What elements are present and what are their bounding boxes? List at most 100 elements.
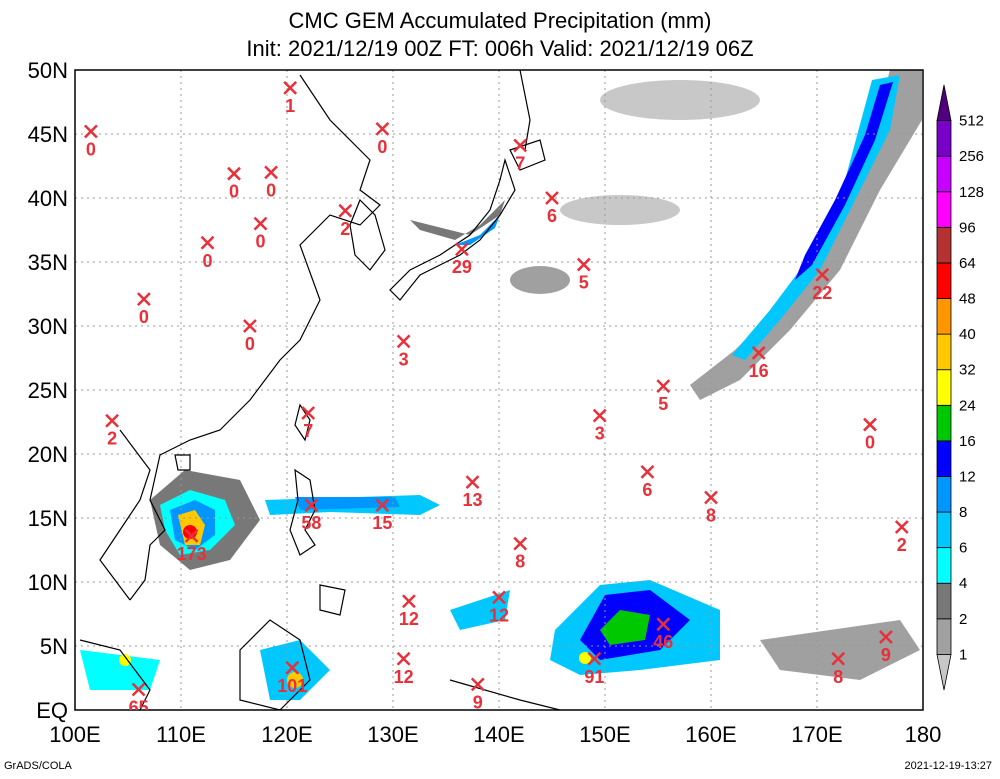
precip-eq-cluster-max — [600, 610, 650, 645]
marker-cross — [455, 242, 469, 257]
marker-cross — [513, 138, 528, 153]
colorbar-label: 2 — [959, 611, 967, 628]
marker-cross — [396, 334, 411, 349]
station-marker: 16 — [749, 345, 769, 381]
lon-tick-label: 110E — [156, 722, 206, 747]
lat-tick-label: 35N — [28, 250, 68, 275]
marker-cross — [470, 677, 485, 692]
marker-value: 2 — [897, 535, 907, 555]
station-marker: 12 — [489, 590, 509, 625]
marker-cross — [751, 345, 766, 360]
marker-cross — [465, 475, 480, 490]
precip-japan — [410, 200, 505, 240]
marker-cross — [304, 498, 319, 513]
marker-value: 9 — [881, 645, 891, 665]
marker-cross — [396, 651, 411, 666]
coast-sumatra — [79, 639, 151, 710]
station-marker: 3 — [592, 408, 607, 444]
marker-value: 0 — [86, 139, 96, 159]
marker-value: 0 — [245, 334, 255, 354]
marker-cross — [492, 590, 506, 605]
lat-tick-label: 50N — [28, 58, 68, 83]
station-marker: 3 — [396, 334, 411, 369]
marker-value: 8 — [515, 552, 525, 572]
marker-value: 91 — [584, 667, 604, 687]
map-title: CMC GEM Accumulated Precipitation (mm) — [288, 8, 712, 33]
station-marker: 22 — [812, 267, 832, 303]
colorbar-label: 8 — [959, 504, 967, 521]
colorbar-swatch — [936, 333, 952, 371]
marker-value: 7 — [303, 421, 313, 441]
station-marker: 2 — [894, 520, 909, 555]
marker-value: 1 — [285, 96, 295, 116]
colorbar-label: 6 — [959, 540, 967, 557]
lon-tick-label: 160E — [685, 722, 736, 747]
lon-tick-label: 180 — [905, 722, 942, 747]
lat-tick-label: EQ — [36, 698, 68, 723]
station-marker: 65 — [129, 682, 149, 718]
marker-cross — [105, 413, 119, 428]
lat-tick-labels: 50N 45N 40N 35N 30N 25N 20N 15N 10N 5N EQ — [28, 58, 68, 723]
station-marker: 173 — [177, 529, 207, 564]
colorbar-swatch — [936, 547, 952, 584]
colorbar-label: 512 — [959, 113, 984, 130]
marker-cross — [513, 536, 528, 551]
colorbar-swatch — [936, 84, 952, 121]
station-marker: 1 — [283, 81, 298, 116]
marker-cross — [656, 617, 671, 632]
marker-value: 0 — [377, 137, 387, 157]
station-marker: 0 — [137, 292, 151, 327]
colorbar-swatch — [936, 298, 952, 335]
colorbar-swatch — [936, 369, 952, 406]
colorbar-swatch — [936, 582, 952, 620]
colorbar-swatch — [936, 155, 952, 193]
coastlines — [79, 70, 561, 710]
lon-tick-label: 170E — [791, 722, 842, 747]
precip-borneo-max — [287, 672, 303, 688]
colorbar-swatch — [936, 226, 952, 264]
marker-cross — [200, 235, 215, 250]
lon-tick-label: 150E — [579, 722, 630, 747]
precip-band-front-core — [732, 75, 900, 360]
station-marker: 91 — [584, 651, 604, 687]
station-marker: 0 — [253, 216, 268, 252]
station-marker: 29 — [452, 242, 472, 277]
station-marker: 0 — [227, 166, 241, 202]
marker-cross — [894, 520, 909, 534]
colorbar-label: 32 — [959, 362, 976, 379]
coast-sakhalin — [519, 70, 531, 151]
marker-value: 101 — [277, 676, 307, 696]
lat-tick-label: 25N — [28, 378, 68, 403]
marker-value: 0 — [202, 251, 212, 271]
marker-cross — [402, 594, 416, 609]
station-marker: 0 — [375, 121, 390, 157]
station-marker: 58 — [301, 498, 321, 533]
colorbar-swatch — [936, 120, 952, 157]
colorbar-swatch — [936, 191, 952, 228]
station-marker: 5 — [576, 257, 591, 293]
marker-cross — [137, 292, 151, 307]
coast-mindanao — [319, 584, 346, 616]
marker-value: 65 — [129, 698, 149, 718]
station-marker: 9 — [879, 630, 893, 665]
coast-hainan — [174, 454, 191, 471]
station-marker: 0 — [243, 319, 257, 354]
marker-value: 0 — [266, 180, 276, 200]
lon-tick-label: 140E — [473, 722, 524, 747]
precip-gray-2 — [600, 80, 760, 120]
marker-value: 6 — [547, 206, 557, 226]
footer-credit: GrADS/COLA — [4, 760, 72, 772]
marker-cross — [576, 257, 591, 272]
precip-sumatra — [80, 650, 160, 690]
coast-luzon — [289, 468, 316, 556]
coast-asia — [129, 74, 381, 601]
station-marker: 15 — [372, 498, 392, 533]
marker-cross — [375, 121, 390, 136]
colorbar-swatch — [936, 404, 952, 442]
map-subtitle: Init: 2021/12/19 00Z FT: 006h Valid: 202… — [246, 36, 754, 61]
coast-borneo — [239, 619, 311, 710]
marker-value: 7 — [515, 154, 525, 174]
coast-hokkaido — [509, 139, 546, 171]
